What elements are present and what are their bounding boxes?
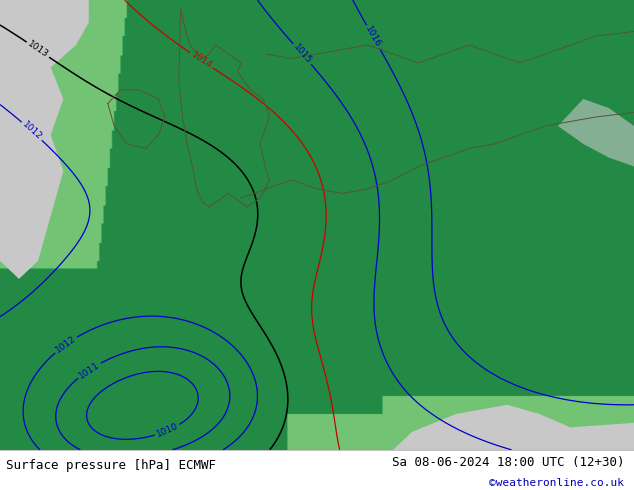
Text: 1016: 1016 bbox=[364, 24, 383, 49]
Text: 1011: 1011 bbox=[77, 360, 101, 380]
Text: Sa 08-06-2024 18:00 UTC (12+30): Sa 08-06-2024 18:00 UTC (12+30) bbox=[392, 456, 624, 469]
Text: 1012: 1012 bbox=[20, 120, 43, 142]
Text: 1015: 1015 bbox=[291, 43, 313, 66]
Polygon shape bbox=[393, 405, 634, 450]
Text: 1013: 1013 bbox=[26, 40, 50, 60]
Text: 1010: 1010 bbox=[155, 422, 180, 439]
Text: Surface pressure [hPa] ECMWF: Surface pressure [hPa] ECMWF bbox=[6, 459, 216, 471]
Text: ©weatheronline.co.uk: ©weatheronline.co.uk bbox=[489, 478, 624, 488]
Polygon shape bbox=[0, 0, 89, 279]
Polygon shape bbox=[558, 99, 634, 167]
Text: 1014: 1014 bbox=[190, 50, 214, 71]
Text: 1012: 1012 bbox=[54, 334, 78, 355]
